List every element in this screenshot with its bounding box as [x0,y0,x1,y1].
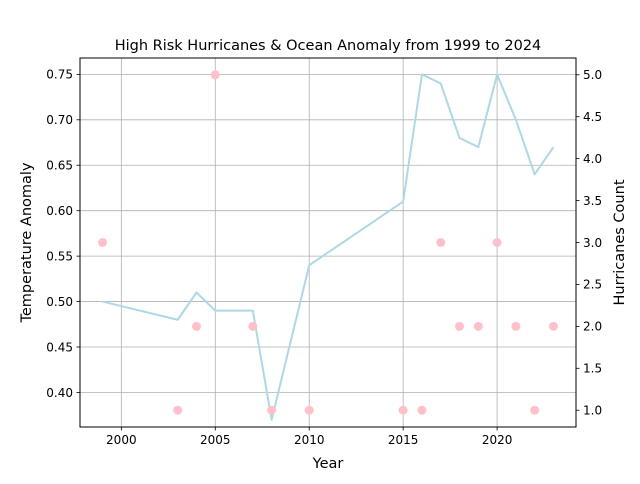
temperature-anomaly-line [102,73,555,421]
y-right-tick-label: 2.0 [583,320,602,334]
y-axis-label-left: Temperature Anomaly [19,162,35,323]
hurricane-count-point [511,321,521,331]
y-right-tick-label: 1.0 [583,404,602,418]
y-right-tick-label: 5.0 [583,68,602,82]
y-right-tick-label: 2.5 [583,278,602,292]
y-left-tick-label: 0.70 [46,113,73,127]
y-right-tick-label: 1.5 [583,362,602,376]
hurricane-count-point [436,238,446,247]
y-axis-label-right: Hurricanes Count [612,179,628,305]
chart-title: High Risk Hurricanes & Ocean Anomaly fro… [115,38,542,54]
y-left-tick-label: 0.40 [46,386,73,400]
y-left-tick-label: 0.65 [46,159,73,173]
y-right-tick-label: 4.5 [583,110,602,124]
plot-frame [79,57,577,428]
plot-data [98,70,558,421]
y-left-tick-label: 0.55 [46,249,73,263]
y-left-tick-label: 0.45 [46,340,73,354]
y-right-tick-label: 3.0 [583,236,602,250]
x-tick-label: 2020 [482,433,513,447]
hurricane-count-point [98,238,108,247]
x-tick-label: 2005 [200,433,231,447]
x-tick-label: 2010 [294,433,325,447]
hurricane-count-point [455,321,465,331]
x-tick-label: 2015 [388,433,419,447]
hurricane-count-point [304,405,314,415]
hurricane-count-point [210,70,220,80]
hurricane-count-point [398,405,408,415]
hurricane-count-point [267,405,277,415]
y-left-tick-label: 0.50 [46,295,73,309]
hurricane-count-point [530,405,540,415]
hurricane-count-point [473,321,483,331]
axis-ticks: 2000 2005 2010 2015 2020 0.40 0.45 0.50 0.55 0.60… [46,68,602,447]
hurricane-count-point [173,405,183,415]
hurricane-count-point [417,405,427,415]
x-tick-label: 2000 [106,433,137,447]
y-right-tick-label: 3.5 [583,194,602,208]
hurricane-count-point [248,321,258,331]
hurricane-count-point [191,321,201,331]
x-axis-label: Year [312,456,344,472]
grid-lines [80,58,576,427]
hurricane-count-point [548,321,558,331]
y-left-tick-label: 0.60 [46,204,73,218]
hurricane-count-point [492,238,502,247]
y-left-tick-label: 0.75 [46,68,73,82]
y-right-tick-label: 4.0 [583,152,602,166]
